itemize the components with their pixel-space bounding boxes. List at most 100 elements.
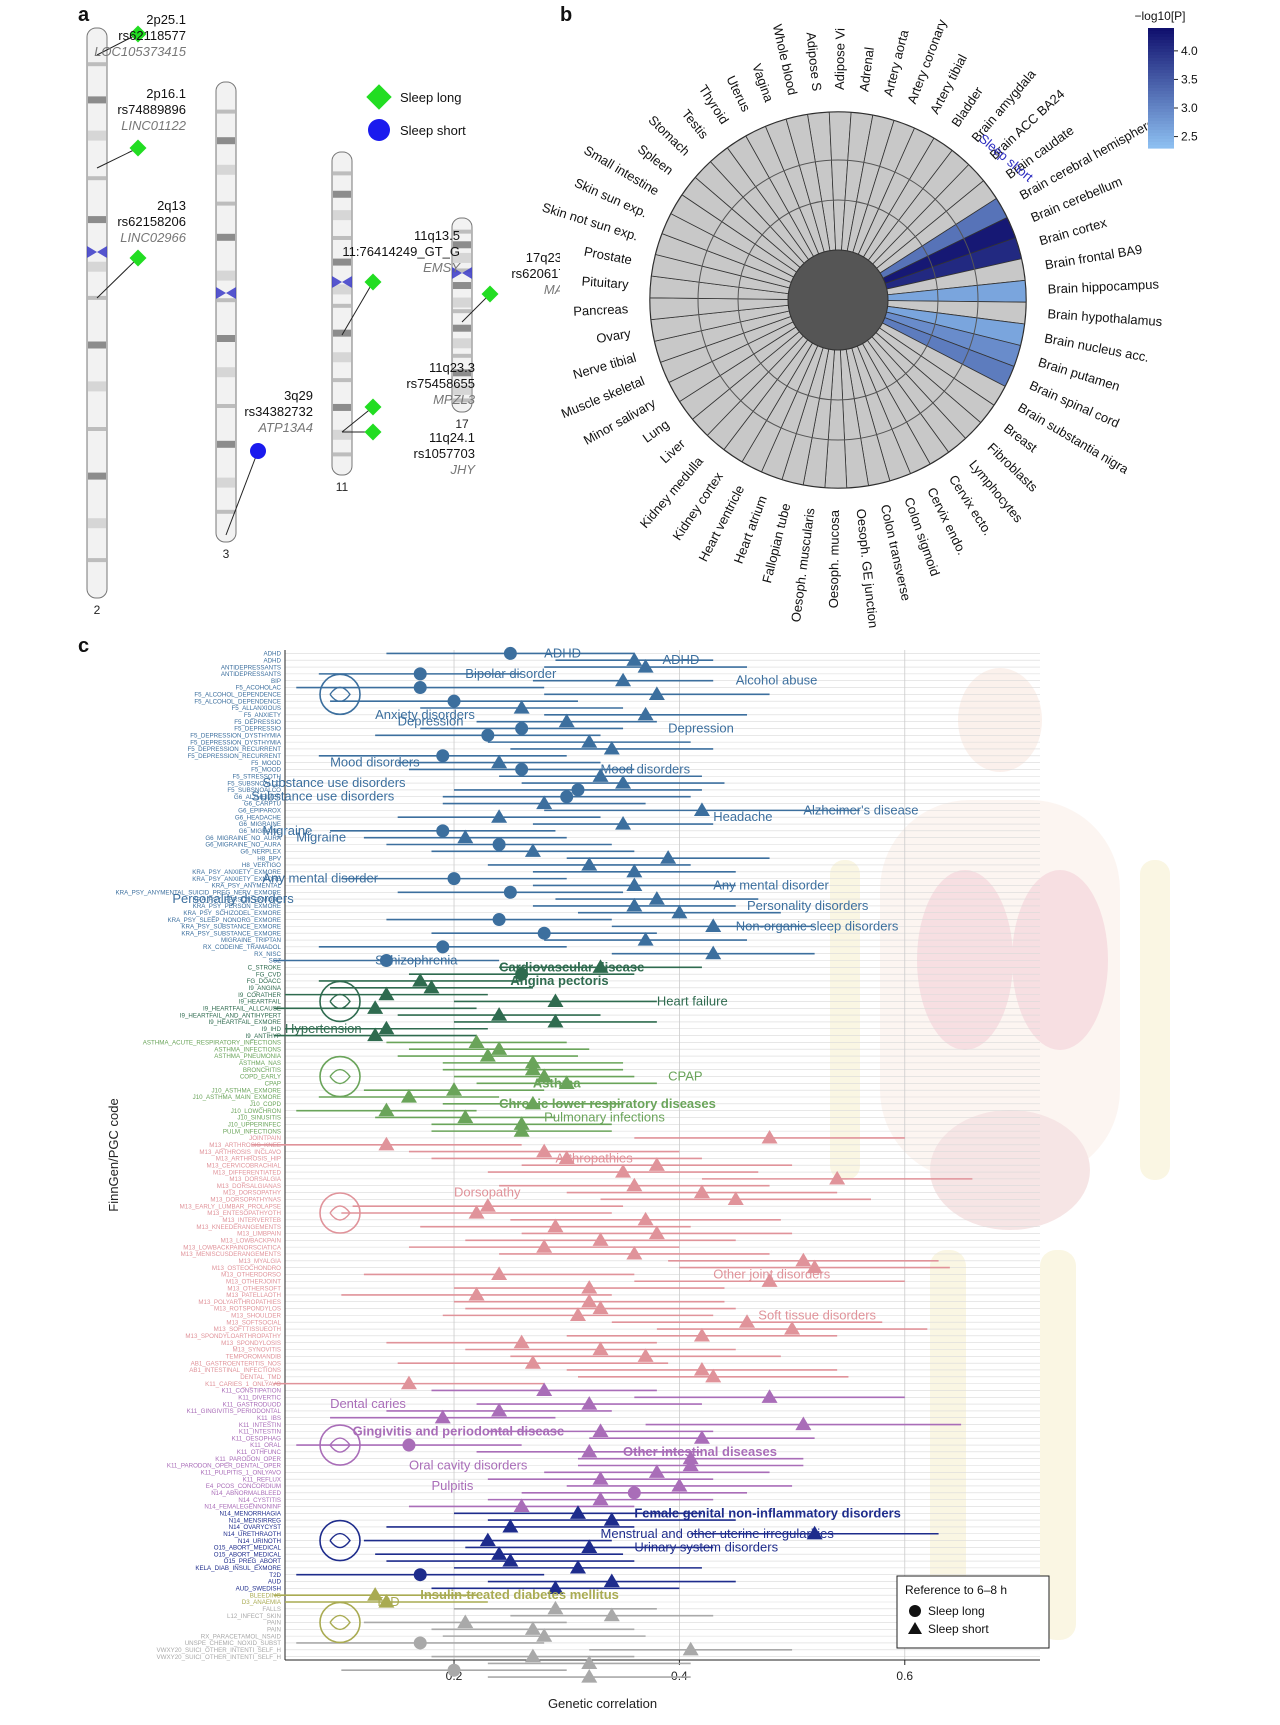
- sleep-short-point: [581, 1443, 598, 1458]
- legend-long-marker: [909, 1605, 921, 1617]
- sleep-short-point: [513, 1334, 530, 1349]
- colorbar-step: [1148, 127, 1174, 131]
- sleep-short-point: [705, 945, 722, 960]
- chromosome-band: [88, 261, 106, 272]
- sleep-short-point: [592, 1471, 609, 1485]
- sleep-short-point: [603, 1607, 620, 1622]
- sleep-short-point: [648, 891, 665, 905]
- code-label: N14_CYSTITIS: [238, 1497, 281, 1504]
- sleep-long-point: [436, 940, 450, 954]
- chromosome-band: [217, 109, 235, 114]
- code-label: M13_EARLY_LUMBAR_PROLAPSE: [180, 1203, 281, 1210]
- sleep-short-point: [491, 1266, 508, 1281]
- sleep-short-point: [491, 754, 508, 769]
- code-label: COPD_EARLY: [240, 1074, 281, 1081]
- code-label: PAIN: [267, 1626, 281, 1633]
- trait-annotation: T2D: [375, 1594, 400, 1609]
- sleep-short-point: [479, 1198, 496, 1212]
- code-label: M13_LOWBACKPAIN: [221, 1238, 281, 1245]
- chromosome-band: [333, 171, 351, 176]
- locus-snp: rs75458655: [406, 376, 475, 391]
- sleep-short-point: [547, 1580, 564, 1594]
- locus-snp: rs62158206: [117, 214, 186, 229]
- code-label: FALLS: [262, 1606, 281, 1613]
- sleep-short-point: [479, 1532, 496, 1547]
- code-label: M13_SPONDYLOARTHROPATHY: [185, 1333, 281, 1340]
- sleep-short-point: [491, 1007, 508, 1021]
- panel-c-legend: Reference to 6–8 h Sleep long Sleep short: [896, 1575, 1050, 1649]
- code-label: KELA_DIAB_INSUL_EXMORE: [195, 1565, 281, 1572]
- sleep-short-point: [513, 1123, 530, 1137]
- code-label: H8_VERTIGO: [242, 862, 281, 869]
- sleep-short-point: [660, 850, 677, 864]
- code-label: JOINTPAIN: [249, 1135, 281, 1142]
- code-label: F5_ALCOHOL_DEPENDENCE: [194, 698, 281, 705]
- sleep-short-point: [491, 1402, 508, 1417]
- sleep-short-point: [524, 1621, 541, 1635]
- colorbar-step: [1148, 121, 1174, 125]
- sleep-short-point: [739, 1314, 756, 1328]
- sleep-short-point: [671, 904, 688, 919]
- chromosome-body: [86, 27, 108, 599]
- code-label: G6_ALZHEIMER: [234, 794, 282, 801]
- chromosome-band: [88, 130, 106, 141]
- chromosome-band: [217, 335, 235, 342]
- sleep-short-point: [603, 1512, 620, 1526]
- code-label: TEMPOROMANDIB: [226, 1354, 281, 1361]
- sleep-short-point: [806, 1525, 823, 1540]
- icon-detail: [329, 1532, 351, 1549]
- chromosome-band: [453, 309, 471, 314]
- code-label: N14_OVARYCYST: [229, 1524, 282, 1531]
- colorbar-step: [1148, 85, 1174, 89]
- code-label: G6_HEADACHE: [235, 814, 281, 821]
- chromosome-band: [453, 353, 471, 358]
- sleep-long-point: [447, 1663, 461, 1677]
- sleep-short-point: [615, 775, 632, 789]
- sleep-short-point: [637, 659, 654, 673]
- code-label: K11_REFLUX: [243, 1476, 281, 1483]
- code-label: AUD_SWEDISH: [236, 1586, 281, 1593]
- code-label: I9_ANGINA: [249, 985, 282, 992]
- code-label: MIGRAINE_TRIPTAN: [221, 937, 281, 944]
- code-label: F5_MOOD: [251, 760, 281, 767]
- trait-annotation: Cardiovascular disease: [499, 959, 644, 974]
- code-label: M13_CERVICOBRACHIAL: [206, 1162, 281, 1169]
- trait-annotation: Urinary system disorders: [634, 1539, 778, 1554]
- locus-connector: [225, 450, 259, 536]
- code-label: DENTAL_TMD: [240, 1374, 281, 1381]
- code-label: PULM_INFECTIONS: [223, 1128, 281, 1135]
- code-label: O15_ABORT_MEDICAL: [214, 1551, 282, 1558]
- code-label: RX_NISC: [254, 951, 281, 958]
- sleep-short-point: [581, 856, 598, 871]
- sleep-short-point: [536, 1143, 553, 1158]
- tissue-label: Adipose Vi: [832, 28, 848, 90]
- code-label: KRA_PSY_ANXIETY_EXMORE: [192, 876, 281, 883]
- colorbar-step: [1148, 91, 1174, 95]
- sleep-long-point: [436, 824, 450, 838]
- code-label: F5_MOOD: [251, 767, 281, 774]
- code-label: M13_SOFTSOCIAL: [226, 1319, 281, 1326]
- code-label: AUD: [268, 1579, 282, 1586]
- chromosome-number: 11: [336, 480, 349, 494]
- trait-annotation: Dorsopathy: [454, 1185, 521, 1200]
- sleep-long-point: [560, 790, 574, 804]
- sleep-long-point: [481, 728, 495, 742]
- colorbar-tick-label: 3.0: [1181, 101, 1198, 115]
- colorbar-step: [1148, 79, 1174, 83]
- colorbar-step: [1148, 97, 1174, 101]
- sleep-short-point: [524, 1095, 541, 1110]
- chromosome-band: [333, 258, 351, 266]
- chromosome-number: 2: [94, 603, 101, 617]
- sleep-long-point: [447, 872, 461, 886]
- code-label: J10_COPD: [250, 1101, 282, 1108]
- sleep-short-point: [626, 1245, 643, 1260]
- locus-gene: LINC02966: [120, 230, 187, 245]
- icon-outline: [319, 1601, 361, 1644]
- code-label: CPAP: [265, 1081, 281, 1088]
- code-label: J10_ASTHMA_EXMORE: [212, 1087, 281, 1094]
- panel-a-label: a: [78, 4, 90, 26]
- colorbar-step: [1148, 145, 1174, 149]
- code-label: BLEEDING: [250, 1592, 281, 1599]
- code-label: K11_CARIES_1_ONLYAVO: [205, 1381, 281, 1388]
- code-label: M13_DORSALGIANAS: [217, 1183, 281, 1190]
